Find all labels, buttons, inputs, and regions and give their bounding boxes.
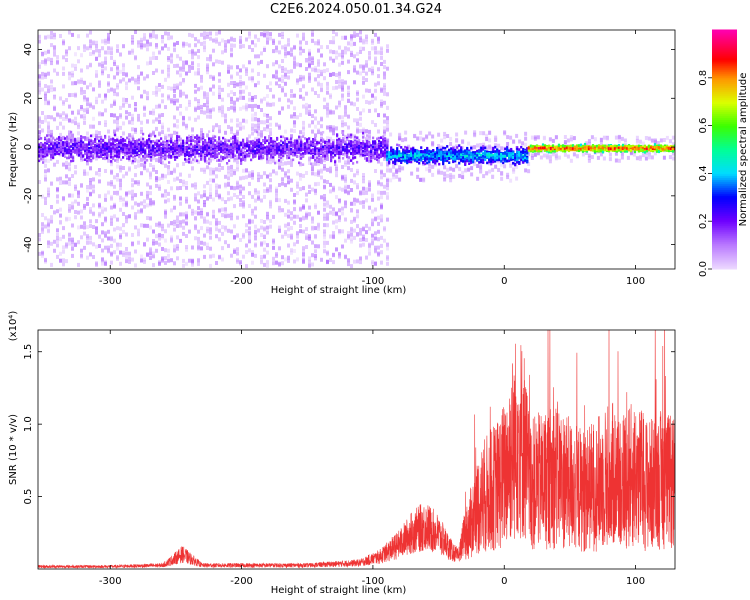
snr-plot-area — [38, 330, 675, 569]
heatmap-region-1 — [386, 130, 531, 183]
x-tick-label: -300 — [99, 576, 122, 587]
y-tick-label: 20 — [23, 92, 34, 105]
heatmap-y-axis-title: Frequency (Hz) — [8, 112, 19, 188]
y-tick-label: -40 — [23, 236, 34, 252]
colorbar: 0.0 0.2 0.4 0.6 0.8 — [698, 29, 737, 277]
snr-y-multiplier: (x10⁴) — [8, 311, 19, 342]
heatmap-x-axis-title: Height of straight line (km) — [271, 285, 407, 296]
x-tick-label: -200 — [230, 576, 253, 587]
x-tick-label: 0 — [501, 276, 507, 287]
y-tick-label: 0.5 — [23, 489, 34, 505]
snr-frame — [37, 329, 676, 570]
page-title: C2E6.2024.050.01.34.G24 — [269, 2, 443, 17]
snr-y-axis-title: SNR (10 * v/v) — [8, 414, 19, 485]
colorbar-title: Normalized spectral amplitude — [738, 73, 749, 227]
y-tick-label: 0 — [23, 144, 34, 150]
colorbar-tick-label: 0.6 — [698, 118, 709, 134]
x-tick-label: 0 — [501, 576, 507, 587]
heatmap-cells — [38, 30, 675, 269]
y-tick-label: 40 — [23, 43, 34, 56]
colorbar-tick-label: 0.2 — [698, 213, 709, 229]
colorbar-tick-label: 0.4 — [698, 165, 709, 181]
colorbar-tick-label: 0.8 — [698, 70, 709, 86]
y-tick-label: -20 — [23, 188, 34, 204]
heatmap-y-ticks: -40 -20 0 20 40 — [23, 43, 675, 253]
x-tick-label: 100 — [626, 276, 645, 287]
x-tick-label: -200 — [230, 276, 253, 287]
snr-series-line — [38, 330, 675, 569]
heatmap-region-0 — [38, 30, 389, 269]
y-tick-label: 1.0 — [23, 416, 34, 432]
x-tick-label: -300 — [99, 276, 122, 287]
heatmap-x-ticks: -300 -200 -100 0 100 — [99, 30, 645, 287]
snr-x-axis-title: Height of straight line (km) — [271, 585, 407, 596]
x-tick-label: -100 — [362, 276, 385, 287]
heatmap-frame — [37, 29, 676, 270]
heatmap-region-2 — [527, 134, 675, 164]
x-tick-label: 100 — [626, 576, 645, 587]
snr-y-ticks: 0.5 1.0 1.5 — [23, 344, 675, 505]
y-tick-label: 1.5 — [23, 344, 34, 360]
snr-x-ticks: -300 -200 -100 0 100 — [99, 330, 645, 587]
x-tick-label: -100 — [362, 576, 385, 587]
colorbar-tick-label: 0.0 — [698, 261, 709, 277]
